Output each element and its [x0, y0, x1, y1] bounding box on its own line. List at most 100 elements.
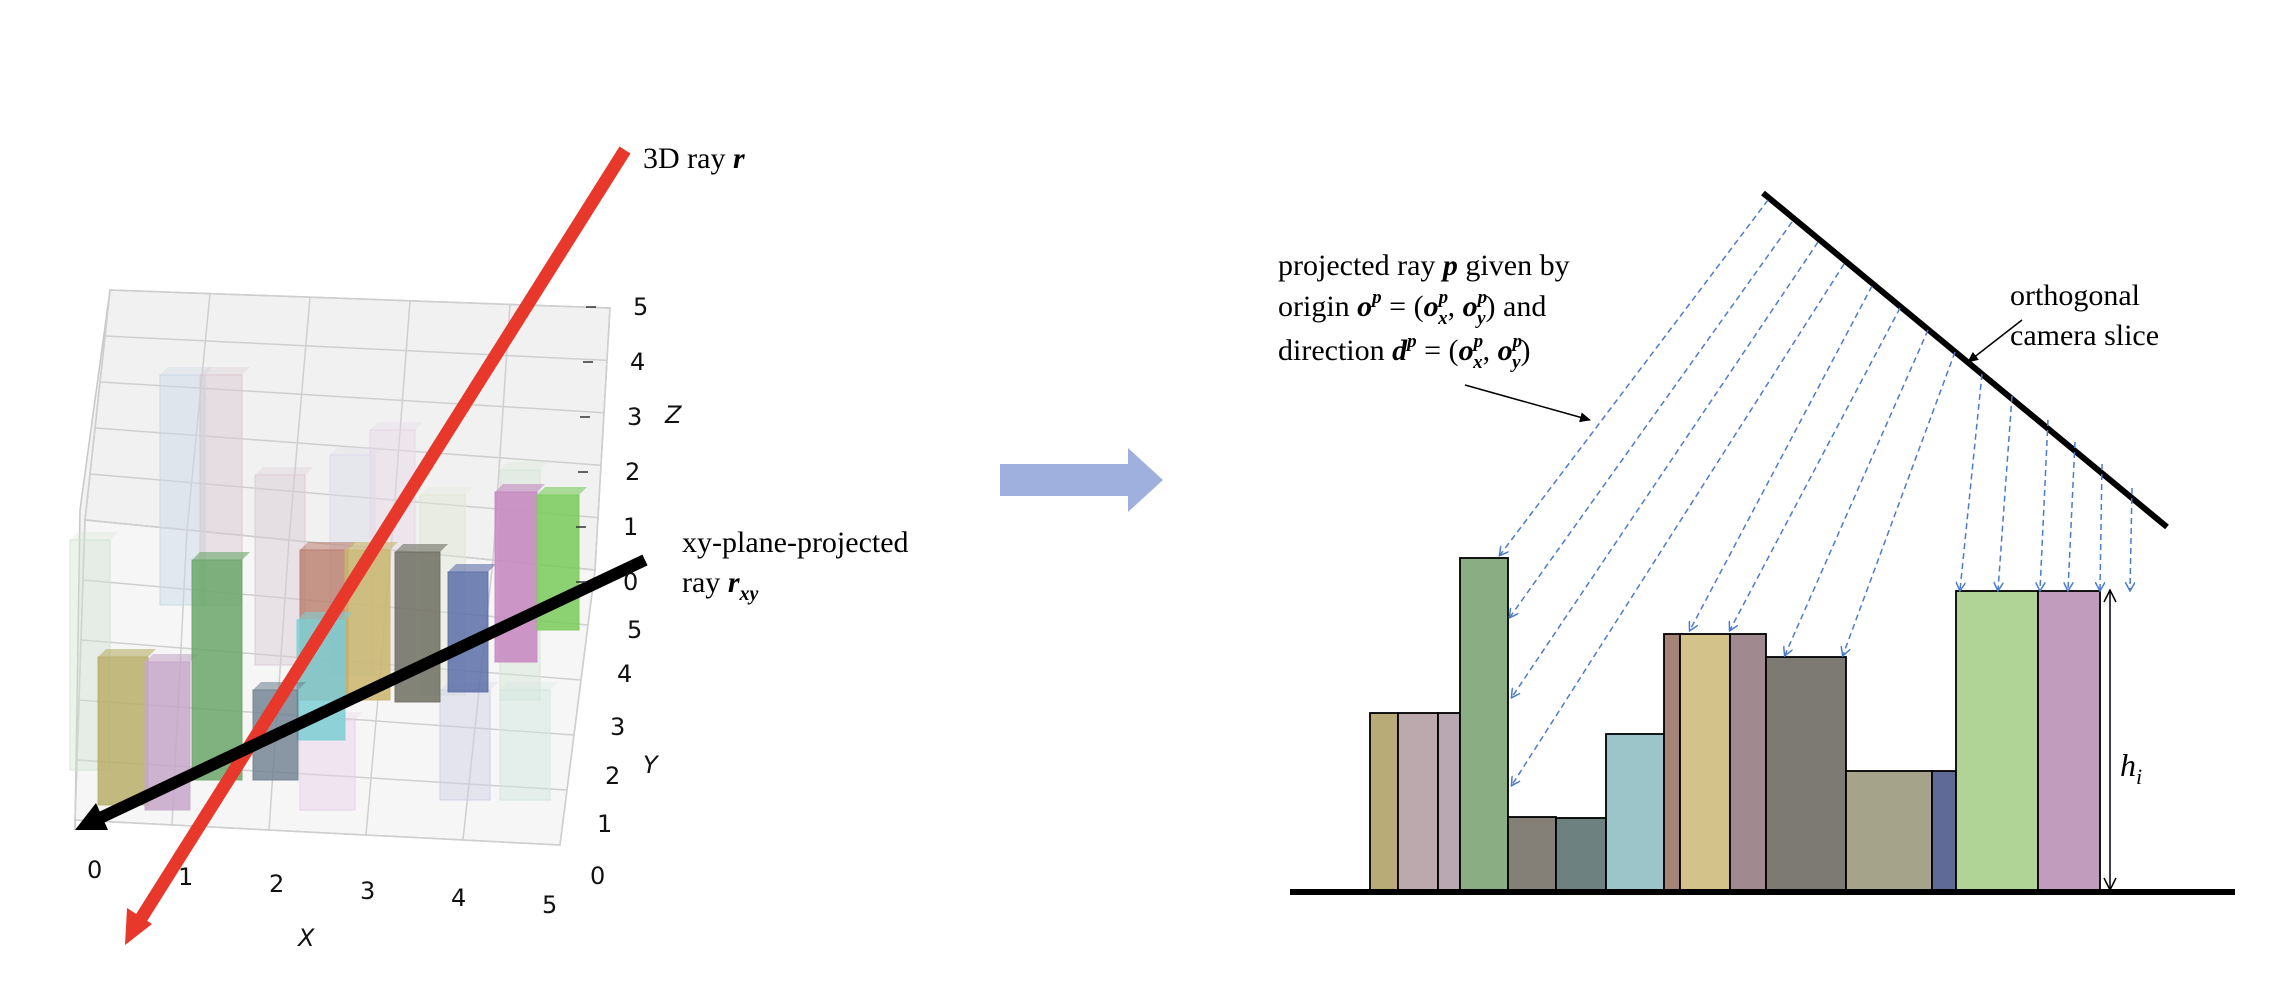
y-tick-label: 2	[605, 762, 620, 790]
voxel-column-top	[495, 484, 545, 492]
grid-line	[99, 381, 605, 414]
voxel-column-top	[145, 654, 198, 662]
projected-ray-dashed	[2040, 419, 2049, 590]
grid-line	[186, 293, 211, 531]
grid-line	[84, 289, 111, 521]
voxel-column	[439, 689, 491, 801]
voxel-column-top	[500, 462, 548, 470]
voxel-column	[97, 656, 149, 806]
ray-3d-label: 3D ray r	[643, 142, 745, 175]
projected-ray-dashed	[1510, 221, 1793, 617]
z-tick-label: 0	[623, 568, 638, 596]
ray-projected-line	[97, 554, 648, 824]
column-bar	[1679, 633, 1731, 893]
projected-ray-dashed	[2100, 463, 2102, 590]
voxel-column-top	[98, 649, 156, 657]
height-label: hi	[2120, 747, 2142, 789]
x-tick-label: 5	[542, 891, 557, 919]
z-tick-label: 4	[630, 348, 645, 376]
voxel-column	[191, 559, 243, 781]
y-tick-label: 1	[597, 810, 612, 838]
x-tick-label: 4	[451, 884, 466, 912]
camera-slice-label-line2: camera slice	[2010, 319, 2159, 352]
height-arrow-bottom	[2103, 877, 2117, 892]
ray-projected-arrowhead	[75, 803, 108, 830]
y-tick-label: 0	[590, 862, 605, 890]
projected-ray-dashed	[1998, 395, 2013, 590]
y-tick-label: 3	[610, 713, 625, 741]
projected-ray-lines	[1500, 199, 2132, 785]
voxel-column-top	[300, 542, 356, 550]
projected-ray-desc-line3: direction dp = (op x, op y)	[1278, 331, 1531, 373]
column-bar	[1397, 712, 1439, 893]
projected-ray-dashed	[2130, 487, 2132, 590]
camera-slice-line	[1761, 190, 2169, 530]
x-axis-ticks: 0 1 2 3 4 5	[87, 856, 557, 919]
grid-line	[559, 569, 596, 846]
column-bar	[1663, 633, 1681, 893]
grid-line	[74, 819, 561, 846]
projected-ray-label-line1: xy-plane-projected	[682, 526, 909, 559]
ray-3d-line	[129, 146, 631, 932]
x-tick-label: 2	[269, 870, 284, 898]
voxel-column-top	[448, 564, 496, 572]
column-bar	[1605, 733, 1665, 893]
grid-line	[94, 427, 602, 466]
column-bar	[1555, 817, 1607, 893]
z-tick-label: 1	[623, 513, 638, 541]
projected-ray-dashed	[1512, 241, 1819, 697]
projected-ray-dashed	[1690, 285, 1873, 630]
y-axis-label: Y	[643, 751, 660, 779]
grid-line	[594, 307, 611, 571]
projected-ray-dashed	[1730, 307, 1901, 630]
projected-ray-dashed	[1960, 373, 1983, 590]
grid-line	[104, 335, 608, 362]
x-tick-label: 3	[360, 877, 375, 905]
column-bar	[1765, 656, 1847, 893]
z-axis-ticks: 0 1 2 3 4 5	[576, 293, 648, 596]
z-tick-label: 5	[633, 293, 648, 321]
column-bar	[1931, 770, 1957, 893]
projected-ray-desc-line1: projected ray p given by	[1278, 249, 1570, 282]
x-tick-label: 0	[87, 856, 102, 884]
voxel-column-top	[200, 367, 250, 375]
voxel-3d-plot: 0 1 2 3 4 5 0 1 2 3 4 5 0 1 2 3 4 5 Z Y X 3D ray r xy-p…	[69, 142, 909, 952]
voxel-column-top	[70, 532, 118, 540]
projected-ray-label-line2: ray rxy	[682, 566, 759, 605]
projected-ray-dashed	[1785, 329, 1929, 655]
camera-slice-label-line1: orthogonal	[2010, 279, 2140, 312]
z-tick-label: 2	[625, 458, 640, 486]
projected-ray-pointer	[1464, 384, 1591, 423]
voxel-column-top	[255, 467, 313, 475]
projected-ray-dashed	[2068, 441, 2076, 590]
x-tick-label: 1	[178, 863, 193, 891]
voxel-column-top	[395, 544, 448, 552]
column-bar	[1369, 712, 1399, 893]
column-bar	[2037, 590, 2101, 893]
voxel-column-top	[192, 552, 250, 560]
y-tick-label: 5	[627, 616, 642, 644]
projected-ray-dashed	[1512, 263, 1845, 785]
projected-ray-dashed	[1500, 199, 1769, 555]
voxel-column-top	[370, 422, 423, 430]
voxel-column-top	[420, 487, 473, 495]
transition-arrow	[1000, 448, 1163, 512]
camera-slice-pointer	[1967, 319, 2023, 363]
projected-ray-dashed	[1843, 351, 1956, 655]
column-bar	[1845, 770, 1933, 893]
column-bar	[1437, 712, 1461, 893]
y-axis-ticks: 0 1 2 3 4 5	[590, 616, 642, 890]
voxel-column-top	[500, 682, 558, 690]
slice-2d-diagram: hi projected ray p given by origin op = …	[1278, 190, 2235, 895]
z-axis-label: Z	[664, 401, 682, 429]
column-bar	[1729, 633, 1767, 893]
z-tick-label: 3	[627, 403, 642, 431]
x-axis-label: X	[296, 924, 315, 952]
voxel-column	[494, 491, 538, 663]
column-bar	[1459, 557, 1509, 893]
column-bar	[1955, 590, 2039, 893]
voxel-column-top	[537, 487, 587, 495]
column-bar	[1507, 816, 1557, 893]
